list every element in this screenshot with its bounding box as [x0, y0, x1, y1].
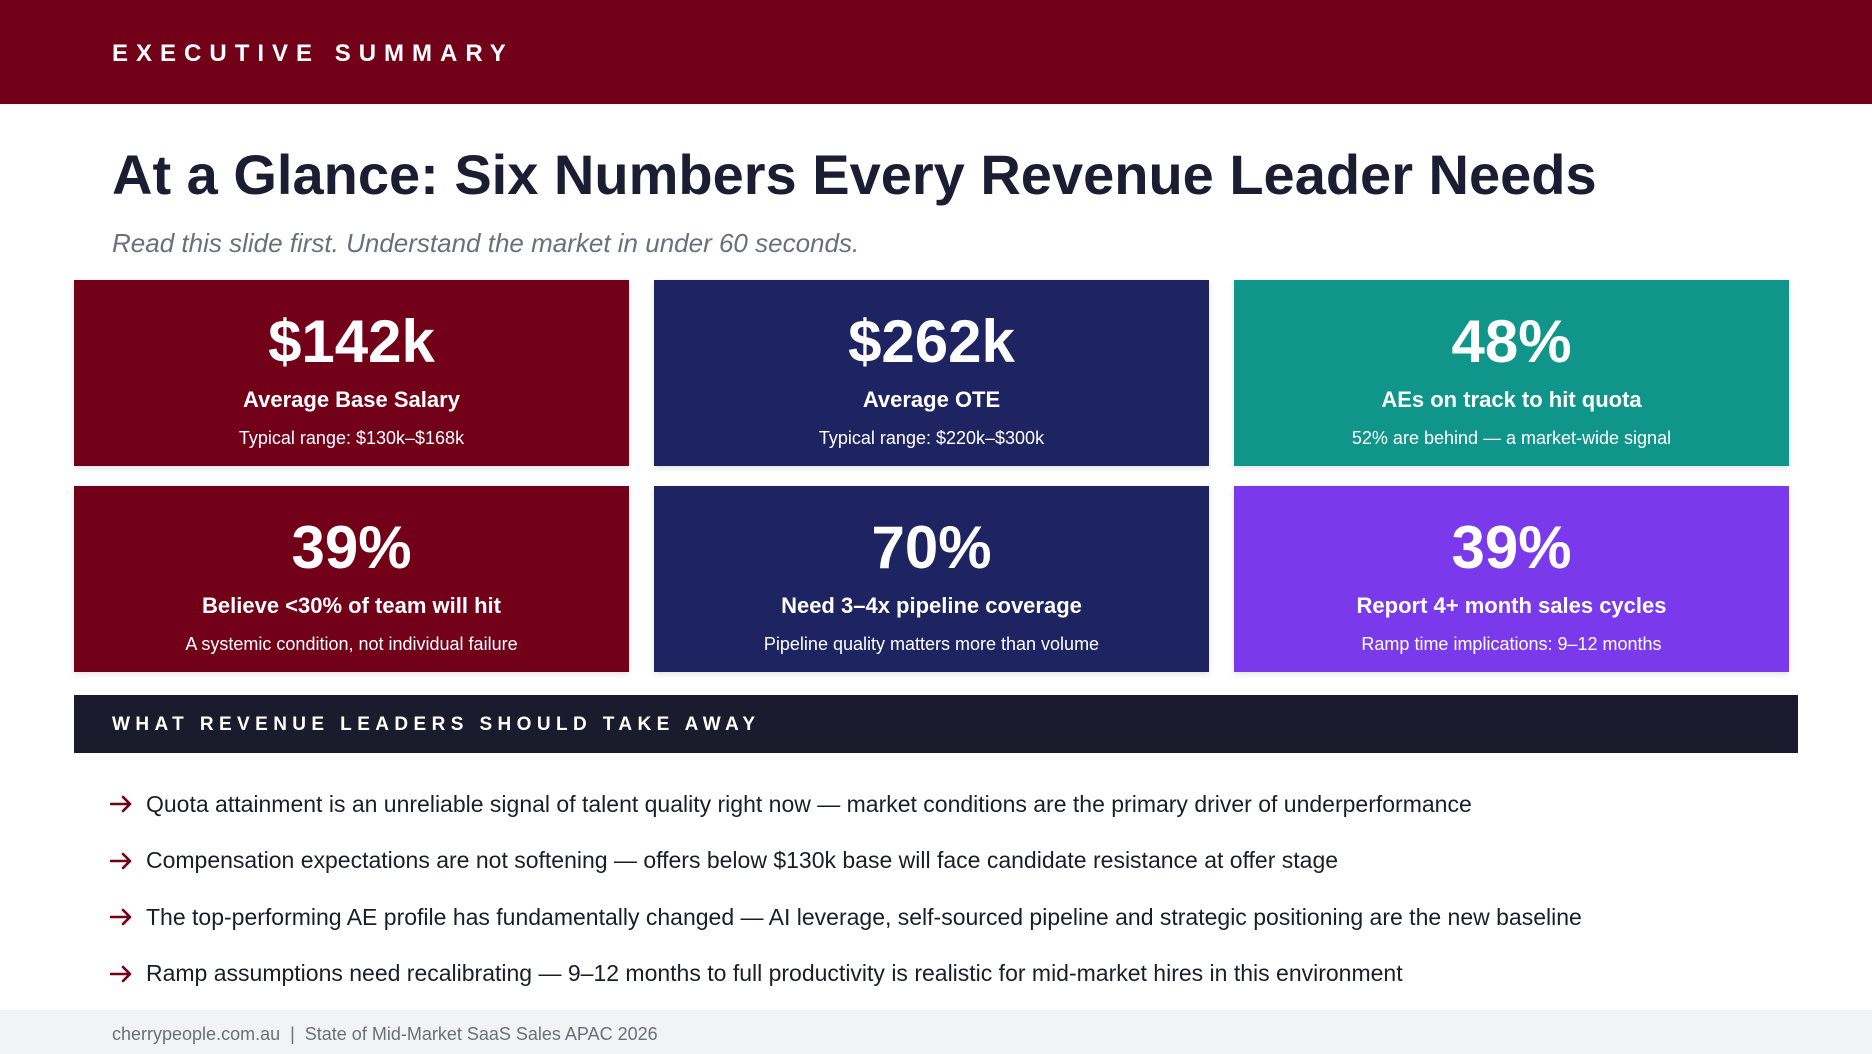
takeaway-header-bar: WHAT REVENUE LEADERS SHOULD TAKE AWAY — [74, 695, 1798, 753]
stat-label: Report 4+ month sales cycles — [1356, 593, 1667, 618]
arrow-right-icon — [110, 965, 132, 983]
list-item: Quota attainment is an unreliable signal… — [110, 776, 1810, 833]
stat-label: Average OTE — [862, 387, 1001, 412]
section-label: EXECUTIVE SUMMARY — [112, 40, 514, 67]
stat-card-pipeline-coverage: 70% Need 3–4x pipeline coverage Pipeline… — [654, 486, 1209, 672]
stat-card-grid: $142k Average Base Salary Typical range:… — [74, 280, 1790, 672]
arrow-right-icon — [110, 908, 132, 926]
takeaway-heading: WHAT REVENUE LEADERS SHOULD TAKE AWAY — [112, 714, 761, 735]
stat-note: Ramp time implications: 9–12 months — [1361, 634, 1662, 654]
stat-note: A systemic condition, not individual fai… — [185, 634, 518, 654]
stat-value: $142k — [268, 308, 435, 375]
stat-value: 39% — [1451, 514, 1572, 581]
stat-card-quota-on-track: 48% AEs on track to hit quota 52% are be… — [1234, 280, 1789, 466]
stat-label: Average Base Salary — [243, 387, 460, 412]
footer-bar: cherrypeople.com.au | State of Mid-Market … — [0, 1010, 1872, 1054]
stat-card-team-hit-belief: 39% Believe <30% of team will hit A syst… — [74, 486, 629, 672]
stat-value: 48% — [1451, 308, 1572, 375]
takeaway-text: Quota attainment is an unreliable signal… — [146, 790, 1472, 817]
footer-report-title: State of Mid-Market SaaS Sales APAC 2026 — [304, 1024, 658, 1044]
stat-label: Need 3–4x pipeline coverage — [781, 593, 1082, 618]
stat-note: Pipeline quality matters more than volum… — [763, 634, 1100, 654]
page-subtitle: Read this slide first. Understand the ma… — [112, 228, 860, 258]
footer-site-link[interactable]: cherrypeople.com.au — [112, 1024, 281, 1044]
stat-value: $262k — [848, 308, 1015, 375]
stat-value: 39% — [291, 514, 412, 581]
footer-separator: | — [290, 1024, 295, 1044]
arrow-right-icon — [110, 852, 132, 870]
stat-note: Typical range: $130k–$168k — [238, 428, 465, 448]
header-bar: EXECUTIVE SUMMARY — [0, 0, 1872, 104]
stat-note: 52% are behind — a market-wide signal — [1351, 428, 1672, 448]
arrow-right-icon — [110, 795, 132, 813]
stat-card-ote: $262k Average OTE Typical range: $220k–$… — [654, 280, 1209, 466]
takeaway-list: Quota attainment is an unreliable signal… — [110, 776, 1810, 1002]
stat-label: Believe <30% of team will hit — [202, 593, 501, 618]
stat-card-sales-cycles: 39% Report 4+ month sales cycles Ramp ti… — [1234, 486, 1789, 672]
list-item: Ramp assumptions need recalibrating — 9–… — [110, 946, 1810, 1003]
footer-text: cherrypeople.com.au | State of Mid-Market … — [112, 1024, 658, 1045]
stat-note: Typical range: $220k–$300k — [818, 428, 1045, 448]
takeaway-text: Compensation expectations are not soften… — [146, 847, 1339, 874]
list-item: Compensation expectations are not soften… — [110, 833, 1810, 890]
stat-value: 70% — [871, 514, 992, 581]
stat-card-base-salary: $142k Average Base Salary Typical range:… — [74, 280, 629, 466]
stat-label: AEs on track to hit quota — [1381, 387, 1642, 412]
page-title: At a Glance: Six Numbers Every Revenue L… — [112, 143, 1597, 206]
takeaway-text: The top-performing AE profile has fundam… — [146, 903, 1582, 930]
list-item: The top-performing AE profile has fundam… — [110, 889, 1810, 946]
takeaway-text: Ramp assumptions need recalibrating — 9–… — [146, 960, 1403, 987]
